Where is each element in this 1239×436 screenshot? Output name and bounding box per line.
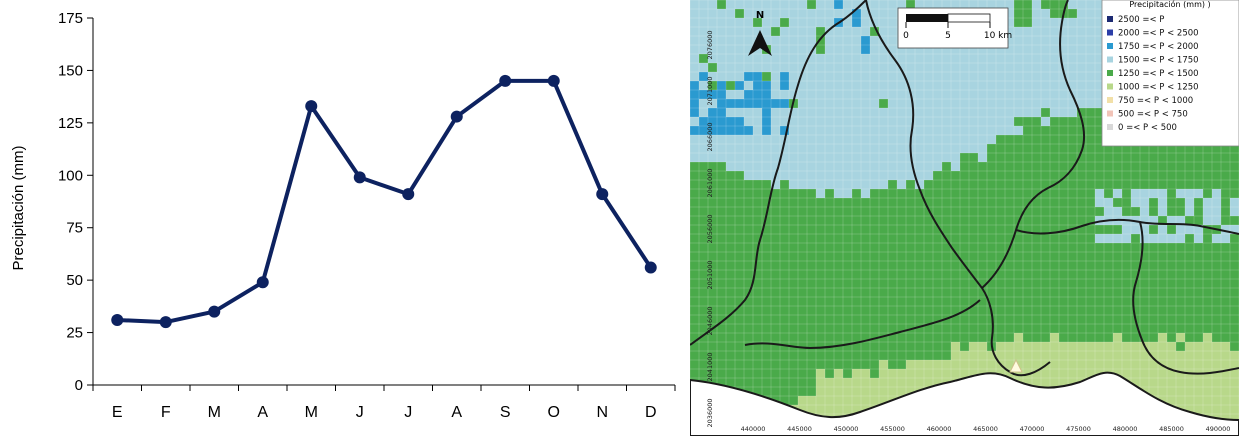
map-x-tick-label: 480000 <box>1113 425 1138 433</box>
coastline <box>690 371 1239 436</box>
data-point <box>256 276 269 289</box>
data-point <box>159 316 172 329</box>
legend-label: 1500 =< P < 1750 <box>1118 56 1199 66</box>
boundary-west <box>690 0 867 346</box>
data-point <box>499 74 512 87</box>
legend-swatch <box>1107 43 1113 49</box>
map-x-tick-label: 445000 <box>787 425 812 433</box>
location-marker <box>1009 358 1023 373</box>
boundary-south <box>744 299 981 350</box>
map-x-tick-label: 490000 <box>1206 425 1231 433</box>
precipitation-map: N 0 5 10 km Precipitación (mm) ) 2500 =<… <box>690 0 1239 436</box>
map-x-ticks: 440000 445000 450000 455000 460000 465000 4700… <box>741 425 1231 433</box>
x-tick-label: A <box>257 404 268 421</box>
map-y-tick-label: 2051000 <box>706 261 714 290</box>
map-y-tick-label: 2071000 <box>706 77 714 106</box>
map-x-tick-label: 460000 <box>927 425 952 433</box>
map-x-tick-label: 440000 <box>741 425 766 433</box>
x-tick-label: D <box>645 404 657 421</box>
legend-label: 2500 =< P <box>1118 15 1164 25</box>
north-label: N <box>756 10 764 21</box>
x-tick-label: J <box>356 404 364 421</box>
legend-swatch <box>1107 16 1113 22</box>
data-point <box>305 100 318 113</box>
scale-label-10: 10 km <box>984 31 1012 41</box>
legend-label: 1000 =< P < 1250 <box>1118 83 1199 93</box>
x-tick-label: A <box>451 404 462 421</box>
x-tick-label: M <box>305 404 318 421</box>
y-tick-label: 100 <box>58 167 83 184</box>
map-legend: Precipitación (mm) ) 2500 =< P 2000 =< P … <box>1101 0 1239 147</box>
data-point <box>644 261 657 274</box>
map-y-tick-label: 2061000 <box>706 169 714 198</box>
legend-swatch <box>1107 56 1113 63</box>
y-tick-label: 125 <box>58 115 83 132</box>
boundary-river-north <box>865 0 983 289</box>
y-axis: 0 25 50 75 100 125 150 175 <box>58 10 94 394</box>
legend-label: 1750 =< P < 2000 <box>1118 42 1199 52</box>
map-x-tick-label: 475000 <box>1066 425 1091 433</box>
x-tick-label: S <box>500 404 511 421</box>
legend-label: 500 =< P < 750 <box>1118 110 1188 120</box>
map-y-tick-label: 2046000 <box>706 307 714 336</box>
x-tick-label: N <box>596 404 608 421</box>
data-point <box>402 188 415 201</box>
y-axis-label: Precipitación (mm) <box>10 145 27 270</box>
boundary-southeast <box>981 287 1051 377</box>
x-tick-label: O <box>548 404 560 421</box>
x-tick-label: M <box>208 404 221 421</box>
y-tick-label: 0 <box>75 377 83 394</box>
y-tick-label: 25 <box>66 325 83 342</box>
map-x-tick-label: 470000 <box>1020 425 1045 433</box>
map-x-tick-label: 485000 <box>1159 425 1184 433</box>
legend-swatch <box>1107 110 1113 117</box>
boundary-east <box>1015 218 1239 235</box>
legend-swatch <box>1107 70 1113 76</box>
boundary-far-east <box>1132 221 1239 375</box>
legend-swatch <box>1107 124 1113 130</box>
x-tick-label: J <box>404 404 412 421</box>
x-tick-label: E <box>112 404 123 421</box>
legend-swatch <box>1107 83 1113 90</box>
map-x-tick-label: 450000 <box>834 425 859 433</box>
y-tick-label: 175 <box>58 10 83 27</box>
north-arrow: N <box>748 10 772 56</box>
data-point <box>111 313 124 326</box>
data-point <box>596 188 609 201</box>
y-tick-label: 150 <box>58 62 83 79</box>
y-tick-label: 50 <box>66 272 83 289</box>
y-tick-label: 75 <box>66 220 83 237</box>
north-arrow-icon <box>748 30 772 56</box>
map-y-tick-label: 2056000 <box>706 215 714 244</box>
legend-swatch <box>1107 29 1113 36</box>
legend-title: Precipitación (mm) ) <box>1129 0 1210 9</box>
data-points <box>111 74 657 329</box>
data-point <box>208 305 221 318</box>
x-tick-label: F <box>161 404 171 421</box>
legend-label: 0 =< P < 500 <box>1118 123 1177 133</box>
map-y-tick-label: 2076000 <box>706 31 714 60</box>
series-line <box>117 78 653 325</box>
data-point <box>547 74 560 87</box>
precipitation-line-chart: 0 25 50 75 100 125 150 175 E F M A M J J A S O N D Precipi… <box>10 10 676 421</box>
scale-label-5: 5 <box>945 31 951 41</box>
map-y-tick-label: 2036000 <box>706 399 714 428</box>
scale-bar: 0 5 10 km <box>897 7 1012 49</box>
map-y-tick-label: 2041000 <box>706 353 714 382</box>
legend-label: 1250 =< P < 1500 <box>1118 69 1199 79</box>
legend-label: 2000 =< P < 2500 <box>1118 29 1199 39</box>
map-y-tick-label: 2066000 <box>706 123 714 152</box>
legend-label: 750 =< P < 1000 <box>1118 96 1193 106</box>
boundary-lines <box>690 0 1239 377</box>
legend-swatch <box>1107 97 1113 103</box>
map-x-tick-label: 465000 <box>973 425 998 433</box>
map-x-tick-label: 455000 <box>880 425 905 433</box>
map-y-ticks: 2076000 2071000 2066000 2061000 2056000 20510… <box>706 31 714 428</box>
data-point <box>450 110 463 123</box>
data-point <box>353 171 366 184</box>
scale-label-0: 0 <box>903 31 909 41</box>
